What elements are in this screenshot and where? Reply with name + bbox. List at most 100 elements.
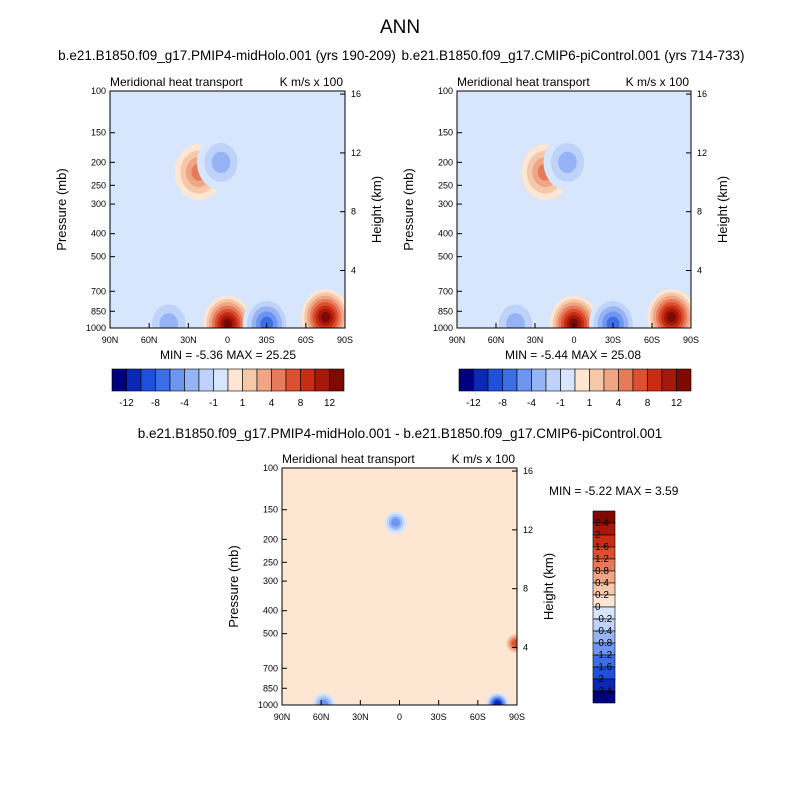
- colorbar-box: [487, 368, 503, 392]
- y2-tick-label: 16: [697, 89, 707, 99]
- colorbar-box: [502, 368, 518, 392]
- stat-max: 3.59: [655, 484, 679, 498]
- y-tick-label: 150: [263, 505, 278, 515]
- colorbar-box: [300, 368, 316, 392]
- y-tick-label: 1000: [258, 700, 278, 710]
- colorbar-box: [227, 368, 243, 392]
- contour-field: [282, 468, 517, 705]
- y2-tick-label: 8: [351, 207, 356, 217]
- plot-label-left: Meridional heat transport: [110, 75, 243, 89]
- y-tick-label: 250: [91, 180, 106, 190]
- min-max-stats: MIN = -5.36 MAX = 25.25: [160, 348, 296, 362]
- colorbar-box: [271, 368, 287, 392]
- colorbar: 2.421.61.20.80.40.20-0.2-0.4-0.8-1.2-1.6…: [592, 510, 616, 704]
- colorbar-label: -0.8: [595, 638, 613, 649]
- x-tick-label: 0: [571, 335, 576, 345]
- colorbar-box: [589, 368, 605, 392]
- colorbar-label: 4: [269, 398, 275, 409]
- colorbar-label: -1: [556, 398, 565, 409]
- contour-band: [558, 151, 577, 174]
- y2-tick-label: 4: [523, 643, 528, 653]
- colorbar-box: [458, 368, 474, 392]
- x-tick-label: 30N: [180, 335, 197, 345]
- stat-min: -5.22: [585, 484, 616, 498]
- colorbar-box: [531, 368, 547, 392]
- colorbar-label: 8: [645, 398, 651, 409]
- plot-label-left: Meridional heat transport: [457, 75, 590, 89]
- colorbar-label: 12: [324, 398, 336, 409]
- colorbar-label: 0.4: [595, 578, 609, 589]
- colorbar-box: [618, 368, 634, 392]
- stat-max: 25.08: [611, 348, 641, 362]
- y-tick-label: 250: [438, 180, 453, 190]
- colorbar-box: [198, 368, 214, 392]
- x-tick-label: 0: [397, 712, 402, 722]
- colorbar-label: -4: [180, 398, 189, 409]
- contour-band: [506, 313, 525, 328]
- colorbar: -12 -8 -4 -1 1 4 8 12: [458, 368, 692, 409]
- contour-band: [391, 518, 400, 527]
- x-tick-label: 90N: [449, 335, 466, 345]
- y-tick-label: 400: [438, 229, 453, 239]
- x-tick-label: 90S: [509, 712, 525, 722]
- y-tick-label: 100: [263, 463, 278, 473]
- y-tick-label: 850: [263, 683, 278, 693]
- y-tick-label: 300: [263, 576, 278, 586]
- contour-field: [457, 91, 691, 328]
- y2-tick-label: 4: [351, 266, 356, 276]
- colorbar-label: 0: [595, 602, 601, 613]
- y-tick-label: 850: [91, 306, 106, 316]
- y2-tick-label: 12: [351, 148, 361, 158]
- stat-min-label: MIN =: [160, 348, 196, 362]
- colorbar-box: [285, 368, 301, 392]
- y-axis-title: Pressure (mb): [226, 545, 241, 627]
- y2-tick-label: 16: [523, 466, 533, 476]
- x-tick-label: 60N: [313, 712, 330, 722]
- contour-band: [320, 311, 331, 323]
- colorbar-box: [329, 368, 345, 392]
- field-background: [457, 91, 691, 328]
- plot-label-left: Meridional heat transport: [282, 452, 415, 466]
- colorbar-label: -1.2: [595, 650, 613, 661]
- y-axis-title: Pressure (mb): [54, 168, 69, 250]
- colorbar-box: [314, 368, 330, 392]
- y-tick-label: 700: [91, 286, 106, 296]
- x-tick-label: 0: [225, 335, 230, 345]
- x-tick-label: 30N: [527, 335, 544, 345]
- colorbar-label: -1: [209, 398, 218, 409]
- chart-panel-3: Meridional heat transport K m/s x 100 90N 6…: [226, 452, 679, 722]
- colorbar-box: [184, 368, 200, 392]
- plot-label-right: K m/s x 100: [280, 75, 344, 89]
- colorbar-label: 1: [240, 398, 246, 409]
- contour-band: [606, 316, 620, 328]
- x-tick-label: 90N: [102, 335, 119, 345]
- colorbar-label: 2.4: [595, 518, 609, 529]
- colorbar: -12 -8 -4 -1 1 4 8 12: [111, 368, 345, 409]
- colorbar-box: [169, 368, 185, 392]
- stat-min: -5.44: [541, 348, 572, 362]
- chart-panel-2: Meridional heat transport K m/s x 100 90N 6…: [401, 75, 730, 409]
- colorbar-box: [126, 368, 142, 392]
- colorbar-label: 1.2: [595, 554, 609, 565]
- y-tick-label: 700: [263, 663, 278, 673]
- stat-max-label: MAX =: [615, 484, 655, 498]
- colorbar-label: -8: [498, 398, 507, 409]
- colorbar-box: [111, 368, 127, 392]
- y-tick-label: 200: [438, 157, 453, 167]
- plot-label-right: K m/s x 100: [452, 452, 516, 466]
- contour-band: [260, 316, 274, 328]
- stat-min: -5.36: [196, 348, 227, 362]
- y-tick-label: 500: [438, 252, 453, 262]
- y-tick-label: 200: [263, 534, 278, 544]
- x-tick-label: 60N: [141, 335, 158, 345]
- y2-tick-label: 12: [697, 148, 707, 158]
- y-tick-label: 1000: [433, 323, 453, 333]
- y-tick-label: 300: [438, 199, 453, 209]
- x-tick-label: 90S: [683, 335, 699, 345]
- y-tick-label: 100: [438, 86, 453, 96]
- colorbar-label: 1.6: [595, 542, 609, 553]
- x-tick-label: 60N: [488, 335, 505, 345]
- y2-tick-label: 4: [697, 266, 702, 276]
- panel-title-2: b.e21.B1850.f09_g17.CMIP6-piControl.001 …: [402, 48, 745, 63]
